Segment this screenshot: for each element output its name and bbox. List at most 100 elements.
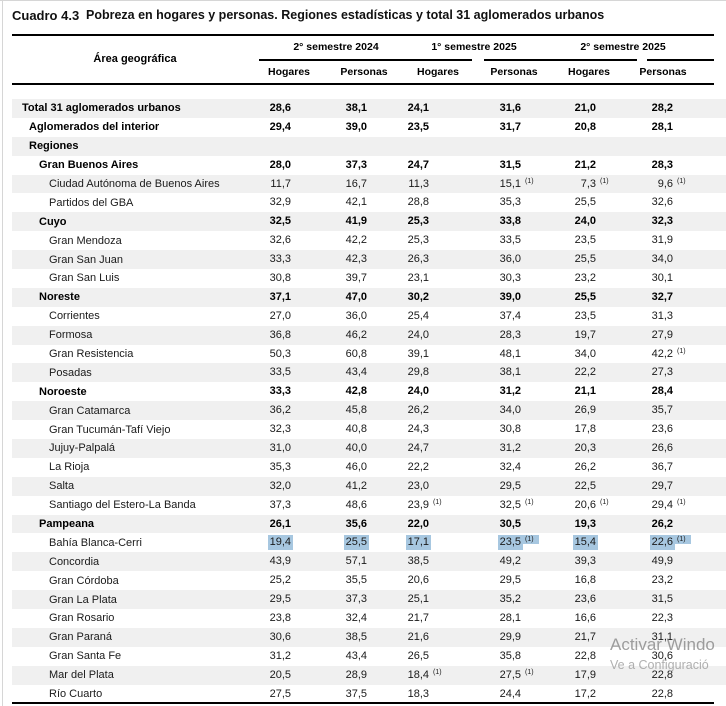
value: 37,3 [269, 498, 291, 511]
table-row: Gran San Luis 30,8 39,7 23,1 30,3 23,2 30,1 [12, 269, 726, 288]
row-label: Río Cuarto [49, 688, 103, 701]
value: 26,2 [574, 460, 596, 473]
value-cell: 11,7 [258, 175, 309, 194]
page-frame-left-line [2, 0, 3, 706]
value-cell: 22,6 (1) [614, 533, 691, 552]
value: 25,2 [269, 574, 291, 587]
value-cell: 33,3 [258, 382, 309, 401]
value-cell: 39,0 [447, 288, 539, 307]
table-row: Salta 32,0 41,2 23,0 29,5 22,5 29,7 [12, 476, 726, 496]
value-cell: 16,6 [539, 609, 614, 628]
value: 43,4 [345, 366, 367, 379]
value: 30,8 [499, 423, 521, 436]
value: 37,1 [269, 290, 291, 303]
value: 23,2 [574, 271, 596, 284]
value-cell: 25,1 [385, 590, 447, 609]
value: 41,2 [345, 479, 367, 492]
value-cell: 29,4 (1) [614, 496, 691, 515]
value-cell: 23,6 [614, 420, 691, 439]
value: 32,3 [269, 423, 291, 436]
value-cell: 28,6 [258, 99, 309, 118]
row-label: Gran Tucumán-Tafí Viejo [49, 423, 171, 436]
value: 22,0 [407, 517, 429, 530]
value: 32,6 [269, 234, 291, 247]
table-row: Gran Buenos Aires 28,0 37,3 24,7 31,5 21,2 28,… [12, 156, 726, 175]
value: 31,2 [269, 649, 291, 662]
value-cell: 39,3 [539, 552, 614, 571]
subheader-personas: Personas [340, 66, 388, 78]
value-cell: 31,5 [614, 590, 691, 609]
row-label: Aglomerados del interior [29, 121, 160, 134]
value-cell: 18,4 (1) [385, 666, 447, 685]
value: 22,2 [407, 460, 429, 473]
column-group-header-sem2-2025: 2° semestre 2025 [580, 41, 666, 53]
value-cell: 31,2 [258, 647, 309, 666]
value: 21,7 [407, 611, 429, 624]
table-row: Gran Mendoza 32,6 42,2 25,3 33,5 23,5 31,9 [12, 231, 726, 250]
value: 23,5 [407, 120, 429, 133]
value: 31,9 [651, 234, 673, 247]
value-cell: 22,8 [539, 647, 614, 666]
value: 23,9 [407, 498, 429, 511]
value-cell: 32,9 [258, 193, 309, 212]
value-cell: 40,8 [309, 420, 385, 439]
value: 42,2 [345, 234, 367, 247]
table-number-label: Cuadro 4.3 [12, 8, 80, 23]
value: 30,3 [499, 271, 521, 284]
value-cell: 22,5 [539, 477, 614, 496]
value: 38,5 [345, 630, 367, 643]
value: 60,8 [345, 347, 367, 360]
row-label: Posadas [49, 366, 92, 379]
value: 26,1 [269, 517, 291, 530]
value-cell: 28,3 [447, 326, 539, 345]
row-label: Jujuy-Palpalá [49, 442, 116, 455]
value: 23,6 [574, 593, 596, 606]
value: 28,9 [345, 668, 367, 681]
value-cell: 30,6 [258, 628, 309, 647]
value-cell: 30,3 [447, 269, 539, 288]
subheader-personas: Personas [490, 66, 538, 78]
value-cell: 42,2 (1) [614, 345, 691, 364]
value-cell: 20,3 [539, 439, 614, 458]
value-cell: 17,1 [385, 533, 447, 552]
footnote-marker: (1) [677, 347, 686, 355]
value-cell: 21,1 [539, 382, 614, 401]
value-cell: 28,1 [614, 118, 691, 137]
value-cell: 45,8 [309, 401, 385, 420]
value: 26,2 [651, 517, 673, 530]
value: 30,1 [651, 271, 673, 284]
value: 38,1 [499, 366, 521, 379]
value-cell: 29,8 [385, 363, 447, 382]
value: 31,6 [499, 101, 521, 114]
value-cell: 41,2 [309, 477, 385, 496]
value-cell: 28,0 [258, 156, 309, 175]
value: 23,1 [407, 271, 429, 284]
value-cell: 37,3 [309, 156, 385, 175]
row-label: La Rioja [49, 461, 90, 474]
value-cell: 31,1 [614, 628, 691, 647]
value: 40,0 [345, 441, 367, 454]
value-cell: 35,7 [614, 401, 691, 420]
column-group-header-sem1-2025: 1° semestre 2025 [431, 41, 517, 53]
value-cell: 28,4 [614, 382, 691, 401]
value: 32,7 [651, 290, 673, 303]
value-cell: 57,1 [309, 552, 385, 571]
value-cell: 24,7 [385, 439, 447, 458]
value: 29,4 [269, 120, 291, 133]
row-label: Gran San Luis [49, 272, 120, 285]
value-cell: 23,5 [539, 231, 614, 250]
value-cell: 16,8 [539, 571, 614, 590]
value: 18,4 [407, 668, 429, 681]
value-cell: 17,9 [539, 666, 614, 685]
value: 32,5 [499, 498, 521, 511]
value: 34,0 [499, 404, 521, 417]
value: 21,6 [407, 630, 429, 643]
value-cell: 39,7 [309, 269, 385, 288]
subheader-hogares: Hogares [416, 66, 460, 78]
value-cell: 23,2 [614, 571, 691, 590]
value: 39,0 [345, 120, 367, 133]
table-row: Jujuy-Palpalá 31,0 40,0 24,7 31,2 20,3 26,6 [12, 439, 726, 458]
value: 22,3 [651, 611, 673, 624]
table-row: Cuyo 32,5 41,9 25,3 33,8 24,0 32,3 [12, 212, 726, 232]
value-cell: 31,5 [447, 156, 539, 175]
